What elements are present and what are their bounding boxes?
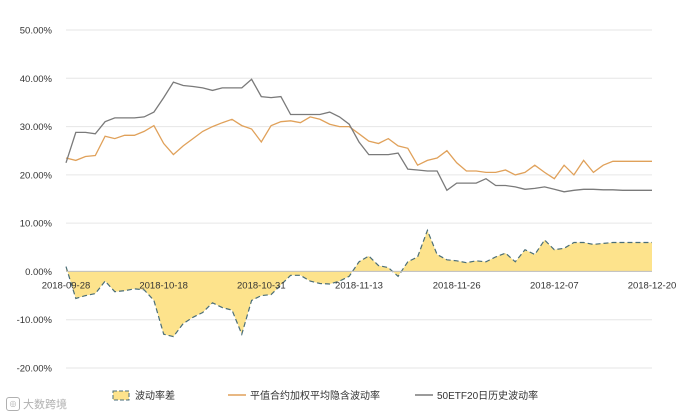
y-tick-label: 0.00% bbox=[25, 267, 52, 278]
y-axis-ticks: 50.00% 40.00% 30.00% 20.00% 10.00% 0.00% -10.0… bbox=[17, 26, 53, 375]
y-tick-label: 40.00% bbox=[20, 74, 53, 85]
x-tick-label: 2018-09-28 bbox=[42, 280, 91, 291]
x-axis-ticks: 2018-09-28 2018-10-18 2018-10-31 2018-11-13… bbox=[42, 280, 677, 291]
y-tick-label: -20.00% bbox=[17, 364, 53, 375]
logo-icon: ◎ bbox=[6, 397, 20, 411]
area-fill-volatility-spread bbox=[66, 230, 652, 337]
y-tick-label: 30.00% bbox=[20, 122, 53, 133]
x-tick-label: 2018-10-31 bbox=[237, 280, 286, 291]
area-series-layer bbox=[65, 228, 652, 338]
x-tick-label: 2018-11-13 bbox=[335, 280, 383, 291]
x-tick-label: 2018-12-20 bbox=[628, 280, 677, 291]
y-tick-label: 20.00% bbox=[20, 170, 53, 181]
x-tick-label: 2018-12-07 bbox=[530, 280, 579, 291]
legend-label: 平值合约加权平均隐含波动率 bbox=[250, 389, 380, 402]
y-tick-label: 10.00% bbox=[20, 219, 53, 230]
legend-label: 波动率差 bbox=[135, 389, 175, 402]
x-tick-label: 2018-10-18 bbox=[139, 280, 188, 291]
watermark: ◎ 大数跨境 bbox=[6, 396, 67, 412]
x-tick-label: 2018-11-26 bbox=[433, 280, 481, 291]
legend-swatch-area bbox=[112, 390, 130, 401]
area-outline-volatility-spread bbox=[65, 228, 652, 338]
legend-label: 50ETF20日历史波动率 bbox=[437, 389, 538, 402]
y-tick-label: -10.00% bbox=[17, 315, 53, 326]
legend: 波动率差 平值合约加权平均隐含波动率 50ETF20日历史波动率 bbox=[112, 389, 538, 402]
watermark-text: 大数跨境 bbox=[23, 398, 67, 411]
line-series-layer bbox=[65, 78, 652, 193]
series-line bbox=[65, 116, 652, 180]
series-line bbox=[65, 78, 652, 193]
y-tick-label: 50.00% bbox=[20, 26, 53, 37]
gridlines bbox=[66, 29, 652, 369]
